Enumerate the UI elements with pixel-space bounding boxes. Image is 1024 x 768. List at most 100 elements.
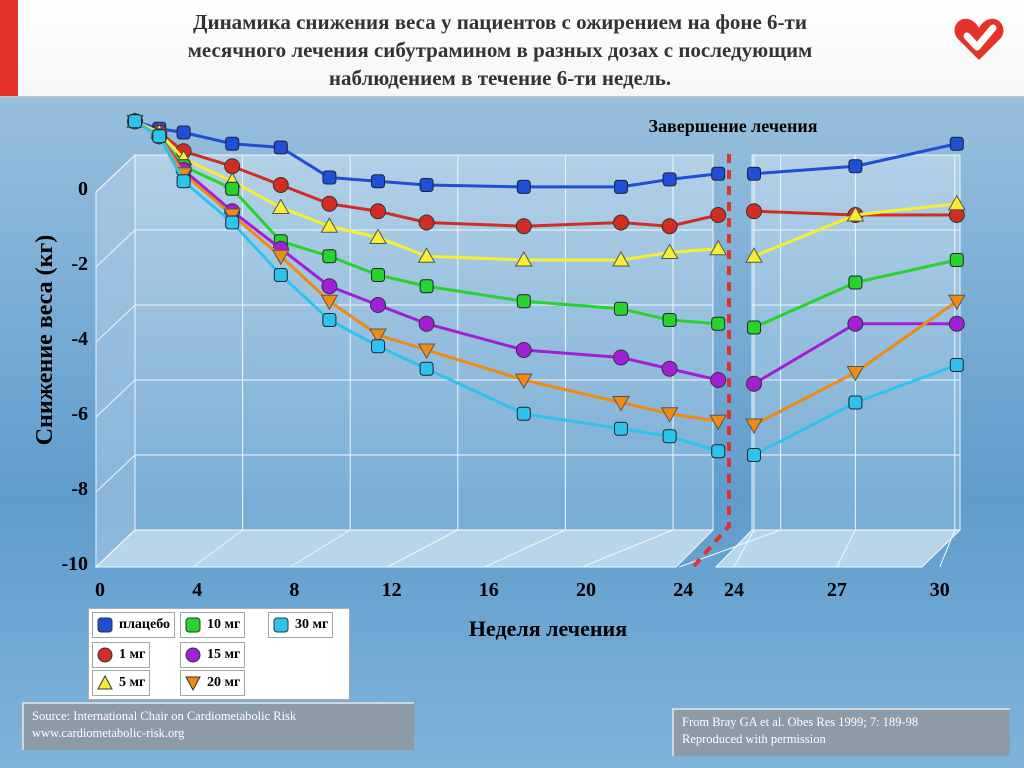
- data-point-mg15: [613, 349, 629, 366]
- legend-label: плацебо: [119, 617, 171, 632]
- title-line-1: Динамика снижения веса у пациентов с ожи…: [193, 10, 807, 34]
- legend-label: 30 мг: [295, 617, 329, 632]
- data-point-mg10: [371, 268, 385, 282]
- data-point-mg1-followup: [746, 203, 762, 220]
- data-point-mg5-followup: [947, 194, 966, 211]
- legend-item-mg30: 30 мг: [268, 612, 334, 638]
- x-axis-title: Неделя лечения: [469, 616, 627, 641]
- x-tick-label: 4: [192, 579, 202, 601]
- data-point-mg30: [322, 313, 337, 327]
- weight-loss-chart: 0 -2 -4 -6 -8 -10 0 4 8 12 16 20 24 24 27 30 Снижение ве…: [32, 112, 966, 641]
- data-point-mg30: [711, 444, 726, 459]
- y-tick-label: -6: [71, 403, 88, 425]
- legend-marker-icon: [273, 617, 289, 633]
- data-point-mg15: [418, 315, 435, 332]
- gridline-floor: [733, 529, 755, 568]
- title-line-3: наблюдением в течение 6-ти недель.: [328, 66, 672, 90]
- legend-label: 15 мг: [207, 647, 241, 662]
- legend-label: 1 мг: [119, 647, 146, 662]
- data-point-mg15: [515, 342, 532, 358]
- series-line-mg5: [134, 119, 719, 262]
- end-of-treatment-line: [692, 154, 731, 568]
- legend-item-placebo: плацебо: [92, 612, 176, 638]
- y-tick-label: -8: [71, 478, 88, 500]
- data-point-mg1: [224, 158, 241, 175]
- data-point-mg30-followup: [949, 358, 964, 372]
- data-point-mg30: [225, 215, 240, 230]
- legend-label: 5 мг: [119, 675, 146, 690]
- gridline-floor: [290, 529, 351, 568]
- plot-floor-right: [714, 529, 962, 568]
- data-point-mg30: [516, 406, 531, 421]
- gridline-side: [95, 379, 136, 418]
- data-point-mg20: [271, 249, 290, 266]
- data-point-placebo-followup: [848, 159, 863, 174]
- data-point-mg1: [515, 218, 532, 235]
- legend-marker-icon: [97, 675, 113, 690]
- gridline-floor: [836, 529, 856, 568]
- data-point-placebo-followup: [747, 166, 761, 181]
- data-point-mg30: [662, 429, 677, 444]
- gridline-side: [95, 454, 136, 493]
- source-right-line2: Reproduced with permission: [682, 732, 826, 746]
- data-point-mg10: [662, 313, 677, 327]
- data-point-mg5: [660, 243, 679, 259]
- legend-item-mg15: 15 мг: [180, 642, 246, 668]
- gridline-floor: [484, 529, 566, 568]
- source-right-line1: From Bray GA et al. Obes Res 1999; 7: 18…: [682, 715, 919, 729]
- data-point-mg30-followup: [848, 395, 863, 410]
- source-left: Source: International Chair on Cardiomet…: [22, 702, 414, 750]
- data-point-placebo-followup: [949, 136, 964, 151]
- data-point-mg15-followup: [847, 315, 864, 332]
- data-point-mg15: [321, 278, 338, 295]
- data-point-placebo: [225, 136, 240, 151]
- data-point-mg30: [128, 114, 142, 129]
- data-point-mg1: [272, 177, 289, 193]
- legend-marker-icon: [185, 647, 201, 663]
- legend-label: 10 мг: [207, 617, 241, 632]
- data-point-mg10: [516, 294, 531, 309]
- data-point-mg10: [419, 279, 434, 294]
- data-point-mg10-followup: [848, 275, 863, 290]
- x-tick-label: 30: [930, 579, 950, 601]
- x-tick-label: 24: [673, 579, 693, 601]
- end-of-treatment-label: Завершение лечения: [649, 116, 818, 136]
- data-point-mg20: [369, 328, 387, 345]
- data-point-mg10: [225, 181, 240, 196]
- data-point-mg30: [152, 129, 167, 144]
- x-tick-label: 20: [576, 579, 596, 601]
- data-point-mg15-followup: [948, 315, 965, 332]
- data-point-mg5: [417, 247, 436, 263]
- data-point-mg20: [417, 343, 436, 360]
- data-point-mg1: [321, 195, 338, 212]
- data-point-placebo: [176, 125, 191, 140]
- data-point-mg10: [322, 249, 337, 264]
- data-point-mg10-followup: [747, 320, 761, 335]
- data-point-mg20: [320, 294, 339, 311]
- y-tick-label: 0: [78, 178, 88, 200]
- x-tick-label: 12: [382, 579, 402, 601]
- data-point-mg20-followup: [846, 366, 865, 382]
- data-point-mg5-followup: [745, 247, 763, 263]
- data-point-mg20: [612, 396, 630, 412]
- data-point-mg5: [369, 228, 387, 244]
- legend-item-mg10: 10 мг: [180, 612, 246, 638]
- data-point-mg1: [661, 218, 678, 235]
- x-tick-label: 27: [827, 579, 847, 601]
- data-point-mg30: [614, 421, 628, 436]
- gridline-side: [95, 154, 136, 193]
- data-point-placebo: [711, 166, 726, 181]
- data-point-placebo: [419, 178, 434, 192]
- data-point-mg15-followup: [746, 375, 762, 392]
- data-point-mg15: [370, 297, 386, 313]
- gridline-floor: [387, 529, 459, 568]
- series-line-mg30: [134, 119, 719, 453]
- x-tick-label: 0: [95, 579, 105, 601]
- data-point-mg1: [613, 214, 629, 231]
- data-point-placebo: [371, 174, 385, 189]
- legend-marker-icon: [97, 617, 113, 633]
- x-tick-label: 16: [479, 579, 499, 601]
- data-point-mg30: [371, 339, 385, 354]
- data-point-mg5: [320, 217, 339, 233]
- gridline-floor: [192, 529, 243, 568]
